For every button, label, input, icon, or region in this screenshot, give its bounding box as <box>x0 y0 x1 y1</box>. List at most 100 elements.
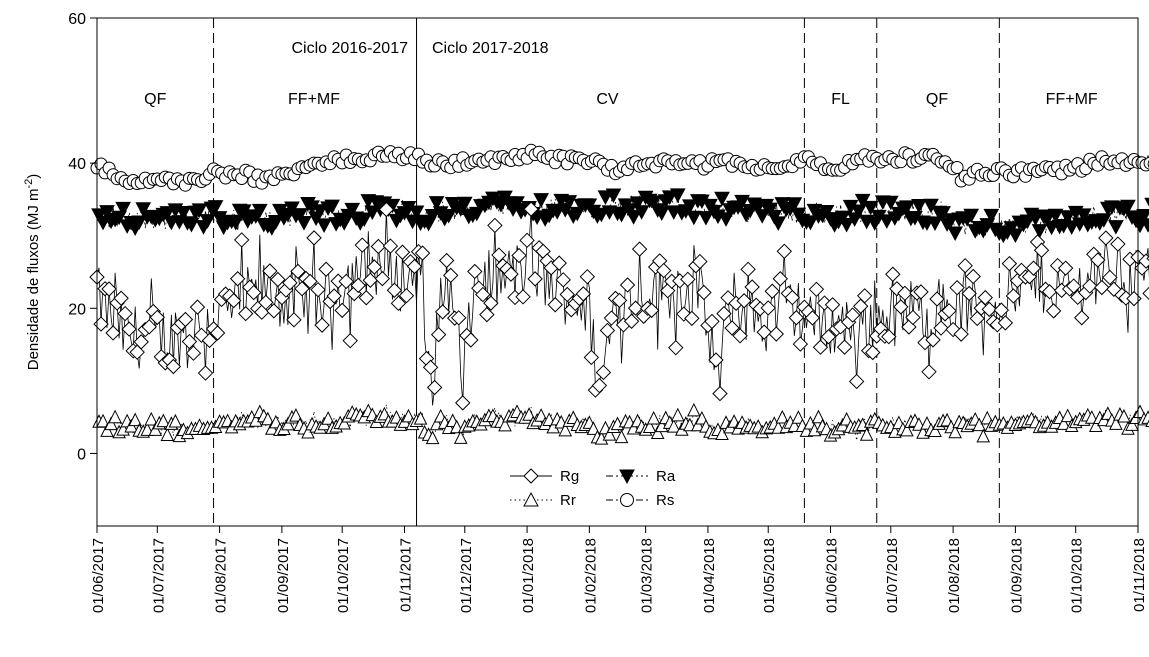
rr-point <box>1060 408 1075 423</box>
rg-point <box>949 279 965 296</box>
rr-point <box>261 411 275 426</box>
rg-point <box>286 312 302 328</box>
rg-point <box>1001 255 1018 272</box>
rg-point <box>527 271 543 287</box>
rg-point <box>732 328 748 344</box>
rg-point <box>487 217 503 234</box>
ra-point <box>714 191 730 207</box>
rg-point <box>149 309 165 326</box>
rg-point <box>177 311 194 328</box>
rg-point <box>756 324 772 340</box>
ra-point <box>1059 210 1076 225</box>
rg-point <box>933 320 949 336</box>
rr-point <box>1117 408 1131 423</box>
ra-point <box>629 196 646 211</box>
rr-point <box>646 410 661 425</box>
ra-point <box>268 215 284 230</box>
x-tick-label: 01/11/2017 <box>397 538 414 612</box>
ra-point <box>456 196 473 212</box>
rg-point <box>965 268 981 285</box>
ra-point <box>605 188 622 204</box>
rg-point <box>591 377 608 394</box>
rg-point <box>515 289 531 305</box>
ra-point <box>227 215 244 231</box>
rg-point <box>1126 290 1142 307</box>
rg-point <box>229 271 246 287</box>
rg-point <box>893 299 909 315</box>
rg-point <box>366 259 383 275</box>
x-tick-label: 01/07/2018 <box>884 538 901 613</box>
rg-point <box>209 325 226 341</box>
legend: Rg Ra Rr Rs <box>510 468 676 509</box>
rr-point <box>1145 419 1149 427</box>
rg-point <box>233 232 250 248</box>
rg-point <box>266 303 282 319</box>
rg-point <box>579 268 596 285</box>
ra-point <box>899 200 915 215</box>
rg-point <box>394 244 411 260</box>
ra-point <box>191 203 208 218</box>
rg-point <box>1025 260 1042 276</box>
rg-point <box>519 232 535 249</box>
rg-point <box>977 289 993 306</box>
rg-point <box>121 321 137 337</box>
rg-point <box>358 290 375 306</box>
rg-point <box>1090 252 1106 268</box>
rg-point <box>708 352 724 368</box>
rr-point <box>1084 410 1099 424</box>
rr-point <box>586 421 601 435</box>
rr-point <box>859 427 874 441</box>
x-tick-label: 01/11/2018 <box>1131 538 1148 612</box>
rg-point <box>310 281 326 298</box>
x-tick-label: 01/01/2018 <box>520 538 537 613</box>
x-tick-label: 01/12/2017 <box>458 538 475 613</box>
rg-point <box>201 332 218 349</box>
rg-point <box>463 332 479 348</box>
rg-point <box>370 238 387 255</box>
y-axis-label-close: ) <box>25 174 42 179</box>
x-tick-label: 01/03/2018 <box>639 538 656 613</box>
cycle-label-left: Ciclo 2016-2017 <box>291 40 408 57</box>
cycle-label-right: Ciclo 2017-2018 <box>432 40 549 57</box>
rg-point <box>885 266 901 282</box>
ra-point <box>561 195 578 210</box>
rg-point <box>724 320 740 336</box>
rg-point <box>836 339 853 355</box>
legend-entry-rr: Rr <box>510 491 576 509</box>
ra-point <box>135 202 152 217</box>
ra-point <box>878 214 895 229</box>
rr-point <box>811 409 826 424</box>
rg-point <box>680 271 696 288</box>
rg-point <box>133 334 149 350</box>
rg-point <box>792 336 809 352</box>
rg-point <box>434 304 451 320</box>
rg-point <box>491 247 507 263</box>
ra-point <box>1140 218 1149 233</box>
y-tick-label: 0 <box>77 446 86 463</box>
plot-frame <box>96 17 1139 527</box>
rg-point <box>913 284 929 300</box>
phase-label-ffmf-2: FF+MF <box>1046 91 1098 108</box>
rr-point <box>900 422 914 437</box>
rg-point <box>1138 253 1149 269</box>
rg-point <box>668 339 684 356</box>
rg-point <box>354 237 370 253</box>
rr-point <box>1125 417 1139 431</box>
rg-point <box>455 395 471 411</box>
ra-point <box>408 205 425 221</box>
rg-point <box>784 289 801 306</box>
rg-point <box>426 379 443 396</box>
y-axis-label-superscript: -2 <box>23 179 35 189</box>
rg-point <box>865 344 881 361</box>
rg-point <box>776 243 793 260</box>
rg-point <box>905 309 921 326</box>
ra-point <box>1047 208 1064 224</box>
rg-point <box>997 315 1014 331</box>
phase-label-qf-2: QF <box>926 91 948 108</box>
ra-point <box>923 198 939 214</box>
rg-point <box>406 258 423 275</box>
rr-point <box>683 417 697 432</box>
rg-point <box>993 302 1010 318</box>
ra-point <box>91 208 107 223</box>
rg-point <box>442 267 459 284</box>
